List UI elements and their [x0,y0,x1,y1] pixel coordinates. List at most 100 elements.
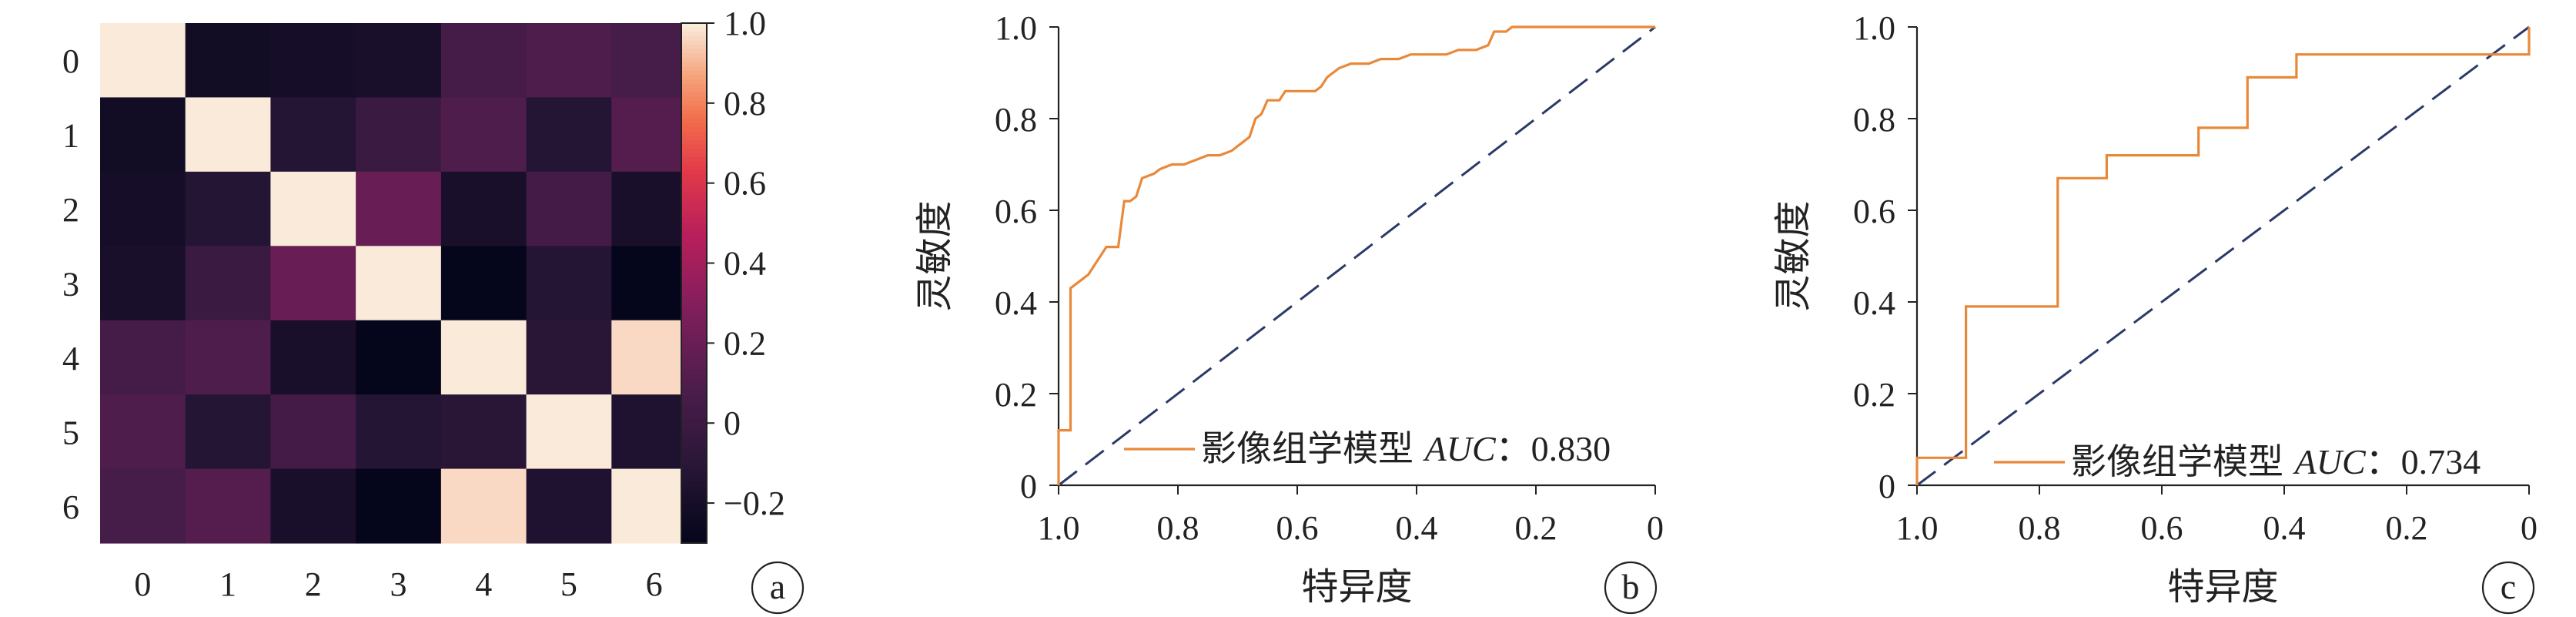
colorbar-segment [681,266,707,271]
colorbar-segment [681,261,707,267]
colorbar-segment [681,248,707,253]
panel-label-circle [2481,561,2535,615]
colorbar-segment [681,504,707,509]
heatmap-cell [440,320,527,395]
heatmap-cell [356,23,442,99]
heatmap-x-tick-label: 6 [646,565,663,603]
colorbar-segment [681,291,707,297]
colorbar-segment [681,149,707,154]
heatmap-y-tick-label: 6 [62,488,79,526]
colorbar-segment [681,243,707,250]
colorbar-segment [681,109,707,115]
x-tick-label: 0.6 [2141,509,2183,547]
heatmap-y-tick-label: 4 [62,340,79,377]
colorbar-segment [681,469,707,474]
heatmap-y-tick-label: 0 [62,42,79,80]
heatmap-cell [100,23,186,99]
heatmap-cell [100,171,186,246]
heatmap-cell [185,23,272,99]
colorbar-segment [681,75,707,80]
colorbar-segment [681,352,707,357]
colorbar-tick-label: 0.4 [724,245,766,283]
colorbar-segment [681,162,707,167]
colorbar-segment [681,322,707,327]
panel-label: a [770,567,785,606]
x-tick-label: 0 [1647,509,1664,547]
roc-curve-line [1057,25,1655,485]
colorbar-segment [681,131,707,137]
heatmap-cell [440,97,527,173]
heatmap-cell [100,394,186,470]
colorbar-segment [681,23,707,29]
colorbar-frame [681,22,708,544]
heatmap-cell [526,23,612,99]
colorbar-segment [681,196,707,202]
colorbar-segment [681,283,707,288]
heatmap-cell [440,246,527,321]
colorbar-segment [681,370,707,375]
colorbar-segment [681,300,707,306]
colorbar-segment [681,139,707,146]
roc-chart-b: 1.0 0.8 0.6 0.4 0.2 0 0 0.2 0.4 0.6 0.8 1.0 影像组学模型 A… [913,9,1664,615]
heatmap-cell [440,468,527,544]
heatmap-cell [270,23,356,99]
colorbar-segment [681,499,707,505]
heatmap-cell [100,97,186,173]
colorbar-segment [681,296,707,301]
y-tick-label: 0.2 [1853,376,1895,414]
colorbar-segment [681,200,707,206]
y-tick-label: 0.4 [1853,284,1895,322]
heatmap-cell [270,171,356,246]
colorbar-segment [681,53,707,59]
colorbar-segment [681,218,707,223]
x-tick-label: 0.2 [2386,509,2428,547]
colorbar-segment [681,404,707,410]
colorbar-segment [681,49,707,55]
colorbar-segment [681,170,707,176]
colorbar-segment [681,105,707,111]
x-tick-label: 1.0 [1038,509,1080,547]
heatmap-cell [356,171,442,246]
heatmap-y-tick-label: 2 [62,191,79,229]
heatmap-cell [270,394,356,470]
panel-label: b [1622,567,1640,606]
legend-auc-value: ：0.830 [1496,429,1611,468]
heatmap-cell [185,97,272,173]
heatmap-y-tick-label: 5 [62,414,79,451]
x-tick-label: 0.6 [1276,509,1319,547]
heatmap-cell [270,246,356,321]
heatmap-cell [356,320,442,395]
heatmap-cell [185,468,272,544]
colorbar-tick-label: 0.6 [724,165,766,203]
colorbar-segment [681,118,707,124]
colorbar-segment [681,253,707,258]
y-tick-label: 0.4 [995,284,1037,322]
legend-auc-value: ：0.734 [2366,442,2481,481]
heatmap-x-tick-label: 2 [305,565,322,603]
colorbar-segment [681,153,707,159]
colorbar-segment [681,213,707,219]
colorbar-segment [681,304,707,310]
heatmap-cell [356,468,442,544]
colorbar-segment [681,344,707,349]
colorbar-segment [681,339,707,345]
heatmap-cell [100,320,186,395]
colorbar-segment [681,45,707,50]
reference-diagonal-line [1916,25,2530,487]
colorbar-segment [681,421,707,427]
y-tick-label: 0.6 [995,193,1037,230]
heatmap-cell [526,394,612,470]
legend-label: 影像组学模型 AUC：0.830 [1201,428,1611,469]
colorbar-segment [681,127,707,132]
colorbar-segment [681,326,707,332]
panel-label-circle [751,561,805,615]
colorbar-segment [681,360,707,367]
heatmap-x-tick-label: 5 [560,565,577,603]
legend-label: 影像组学模型 AUC：0.734 [2071,441,2481,482]
colorbar-segment [681,357,707,362]
y-axis-label: 灵敏度 [913,200,956,311]
heatmap-cell [526,97,612,173]
colorbar-tick-label: −0.2 [724,485,785,522]
x-tick-label: 0 [2521,509,2538,547]
colorbar-segment [681,521,707,527]
